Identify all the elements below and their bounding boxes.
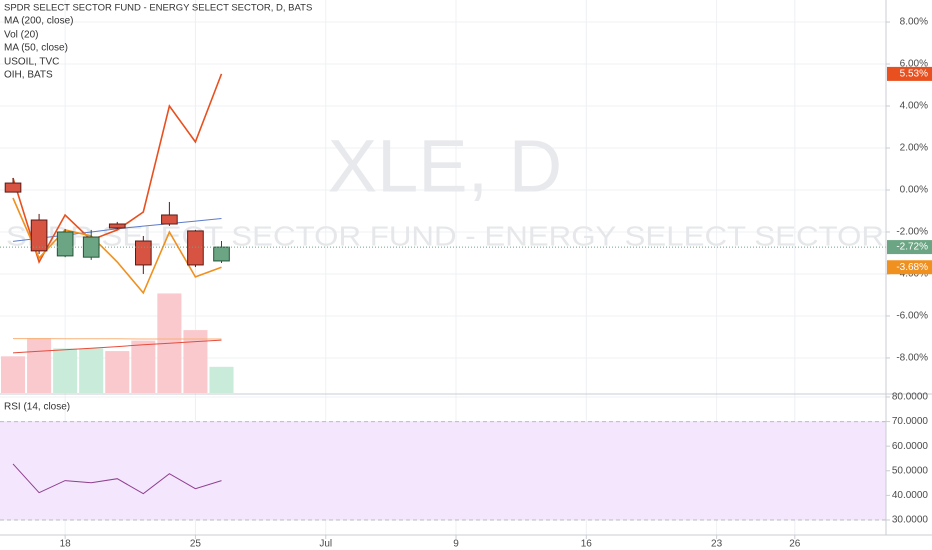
x-tick-label: 23 bbox=[711, 539, 723, 550]
y-tick-label: -2.00% bbox=[896, 227, 928, 238]
price-label: -3.68% bbox=[896, 262, 928, 273]
y-tick-label: 50.0000 bbox=[892, 465, 929, 476]
rsi-title: RSI (14, close) bbox=[4, 402, 70, 413]
y-tick-label: 40.0000 bbox=[892, 490, 929, 501]
legend-item: MA (50, close) bbox=[4, 43, 68, 54]
price-label-box bbox=[887, 66, 932, 81]
x-tick-label: 16 bbox=[581, 539, 593, 550]
y-tick-label: 8.00% bbox=[900, 17, 928, 28]
y-tick-label: 60.0000 bbox=[892, 441, 929, 452]
plot bbox=[0, 73, 886, 495]
y-tick-label: 80.0000 bbox=[892, 392, 929, 403]
y-tick-label: 0.00% bbox=[900, 185, 928, 196]
legend-item: USOIL, TVC bbox=[4, 57, 59, 68]
y-tick-label: 6.00% bbox=[900, 59, 928, 70]
legend-item: OIH, BATS bbox=[4, 70, 53, 81]
rsi-line bbox=[12, 463, 222, 495]
volume-bar bbox=[79, 348, 104, 393]
volume-bar bbox=[105, 351, 130, 393]
watermark-symbol: XLE, D bbox=[328, 125, 562, 208]
x-tick-label: 25 bbox=[190, 539, 202, 550]
y-tick-label: -6.00% bbox=[896, 311, 928, 322]
volume-bar bbox=[27, 337, 52, 393]
candle-body bbox=[4, 182, 22, 193]
y-tick-label: 4.00% bbox=[900, 101, 928, 112]
volume-bar bbox=[1, 356, 26, 393]
price-label-box bbox=[887, 240, 932, 255]
candle-body bbox=[161, 214, 178, 225]
series-line bbox=[12, 73, 223, 265]
x-tick-label: 18 bbox=[60, 539, 72, 550]
volume-bar bbox=[131, 340, 156, 393]
series-line bbox=[12, 197, 222, 295]
candle-body bbox=[187, 230, 204, 266]
candle-body bbox=[135, 240, 152, 266]
y-tick-label: -8.00% bbox=[896, 353, 928, 364]
legend-item: Vol (20) bbox=[4, 30, 38, 41]
legend-item: MA (200, close) bbox=[4, 16, 73, 27]
candle-body bbox=[108, 223, 126, 229]
y-tick-label: 30.0000 bbox=[892, 515, 929, 526]
y-tick-label: 70.0000 bbox=[892, 416, 929, 427]
x-tick-label: Jul bbox=[319, 539, 332, 550]
volume-ma-line bbox=[12, 339, 222, 354]
x-tick-label: 9 bbox=[453, 539, 459, 550]
y-tick-label: 2.00% bbox=[900, 143, 928, 154]
price-label: -2.72% bbox=[896, 242, 928, 253]
candle-body bbox=[213, 246, 230, 262]
volume-bar bbox=[209, 366, 234, 393]
price-label-box bbox=[887, 260, 932, 275]
candle-body bbox=[56, 231, 74, 257]
rsi-band bbox=[0, 421, 886, 520]
legend: SPDR SELECT SECTOR FUND - ENERGY SELECT … bbox=[4, 3, 312, 413]
price-label: 5.53% bbox=[900, 69, 928, 80]
volume-bar bbox=[53, 348, 78, 393]
legend-title: SPDR SELECT SECTOR FUND - ENERGY SELECT … bbox=[4, 3, 312, 14]
volume-bar bbox=[183, 330, 208, 393]
candle-body bbox=[30, 219, 48, 252]
x-tick-label: 26 bbox=[789, 539, 801, 550]
